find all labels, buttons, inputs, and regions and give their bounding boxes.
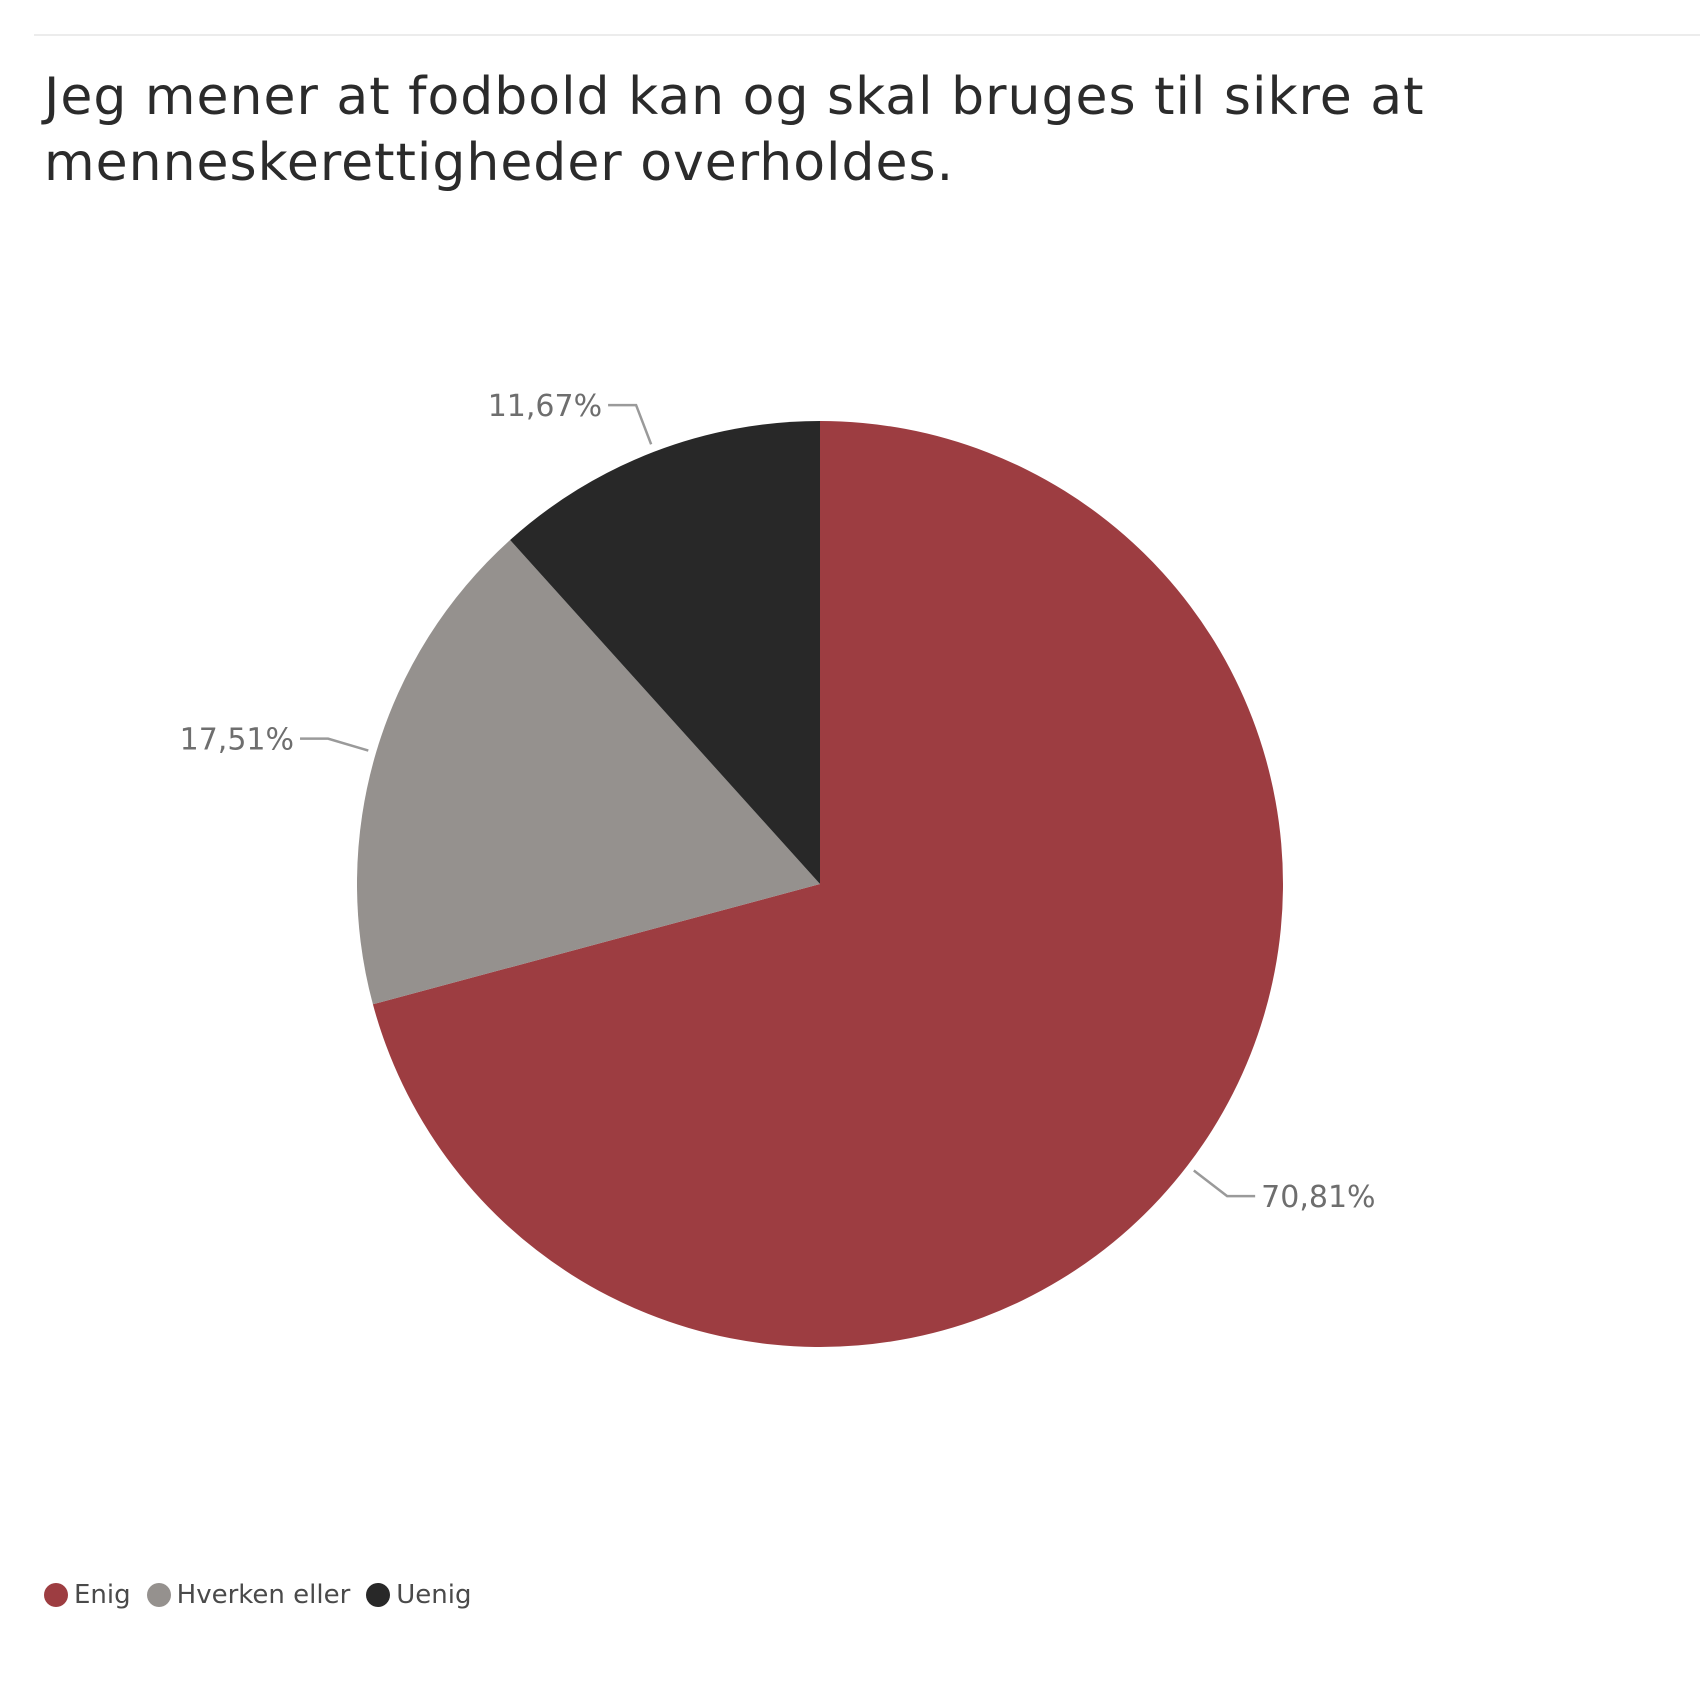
chart-title: Jeg mener at fodbold kan og skal bruges … [44,67,1425,193]
leader-line-enig [1193,1169,1256,1198]
legend-item-uenig[interactable]: Uenig [366,1580,472,1610]
legend: Enig Hverken eller Uenig [44,1580,488,1610]
legend-label-enig: Enig [74,1580,131,1610]
legend-item-hverken-eller[interactable]: Hverken eller [146,1580,351,1610]
legend-marker-hverken-eller [146,1583,171,1607]
legend-marker-enig [44,1583,68,1607]
legend-marker-uenig [366,1583,391,1607]
leader-line-uenig [608,403,653,445]
data-label-enig: 70,81% [1261,1180,1375,1215]
pie-slice-hverken-eller[interactable] [356,540,820,1005]
pie-slice-uenig[interactable] [510,421,820,884]
pie-slice-enig[interactable] [372,421,1283,1347]
data-label-uenig: 11,67% [488,389,602,424]
legend-label-uenig: Uenig [396,1580,472,1610]
leader-line-hverken-eller [300,737,369,752]
top-divider [34,34,1700,36]
data-label-hverken-eller: 17,51% [180,723,294,758]
legend-item-enig[interactable]: Enig [44,1580,131,1610]
legend-label-hverken-eller: Hverken eller [176,1580,351,1610]
